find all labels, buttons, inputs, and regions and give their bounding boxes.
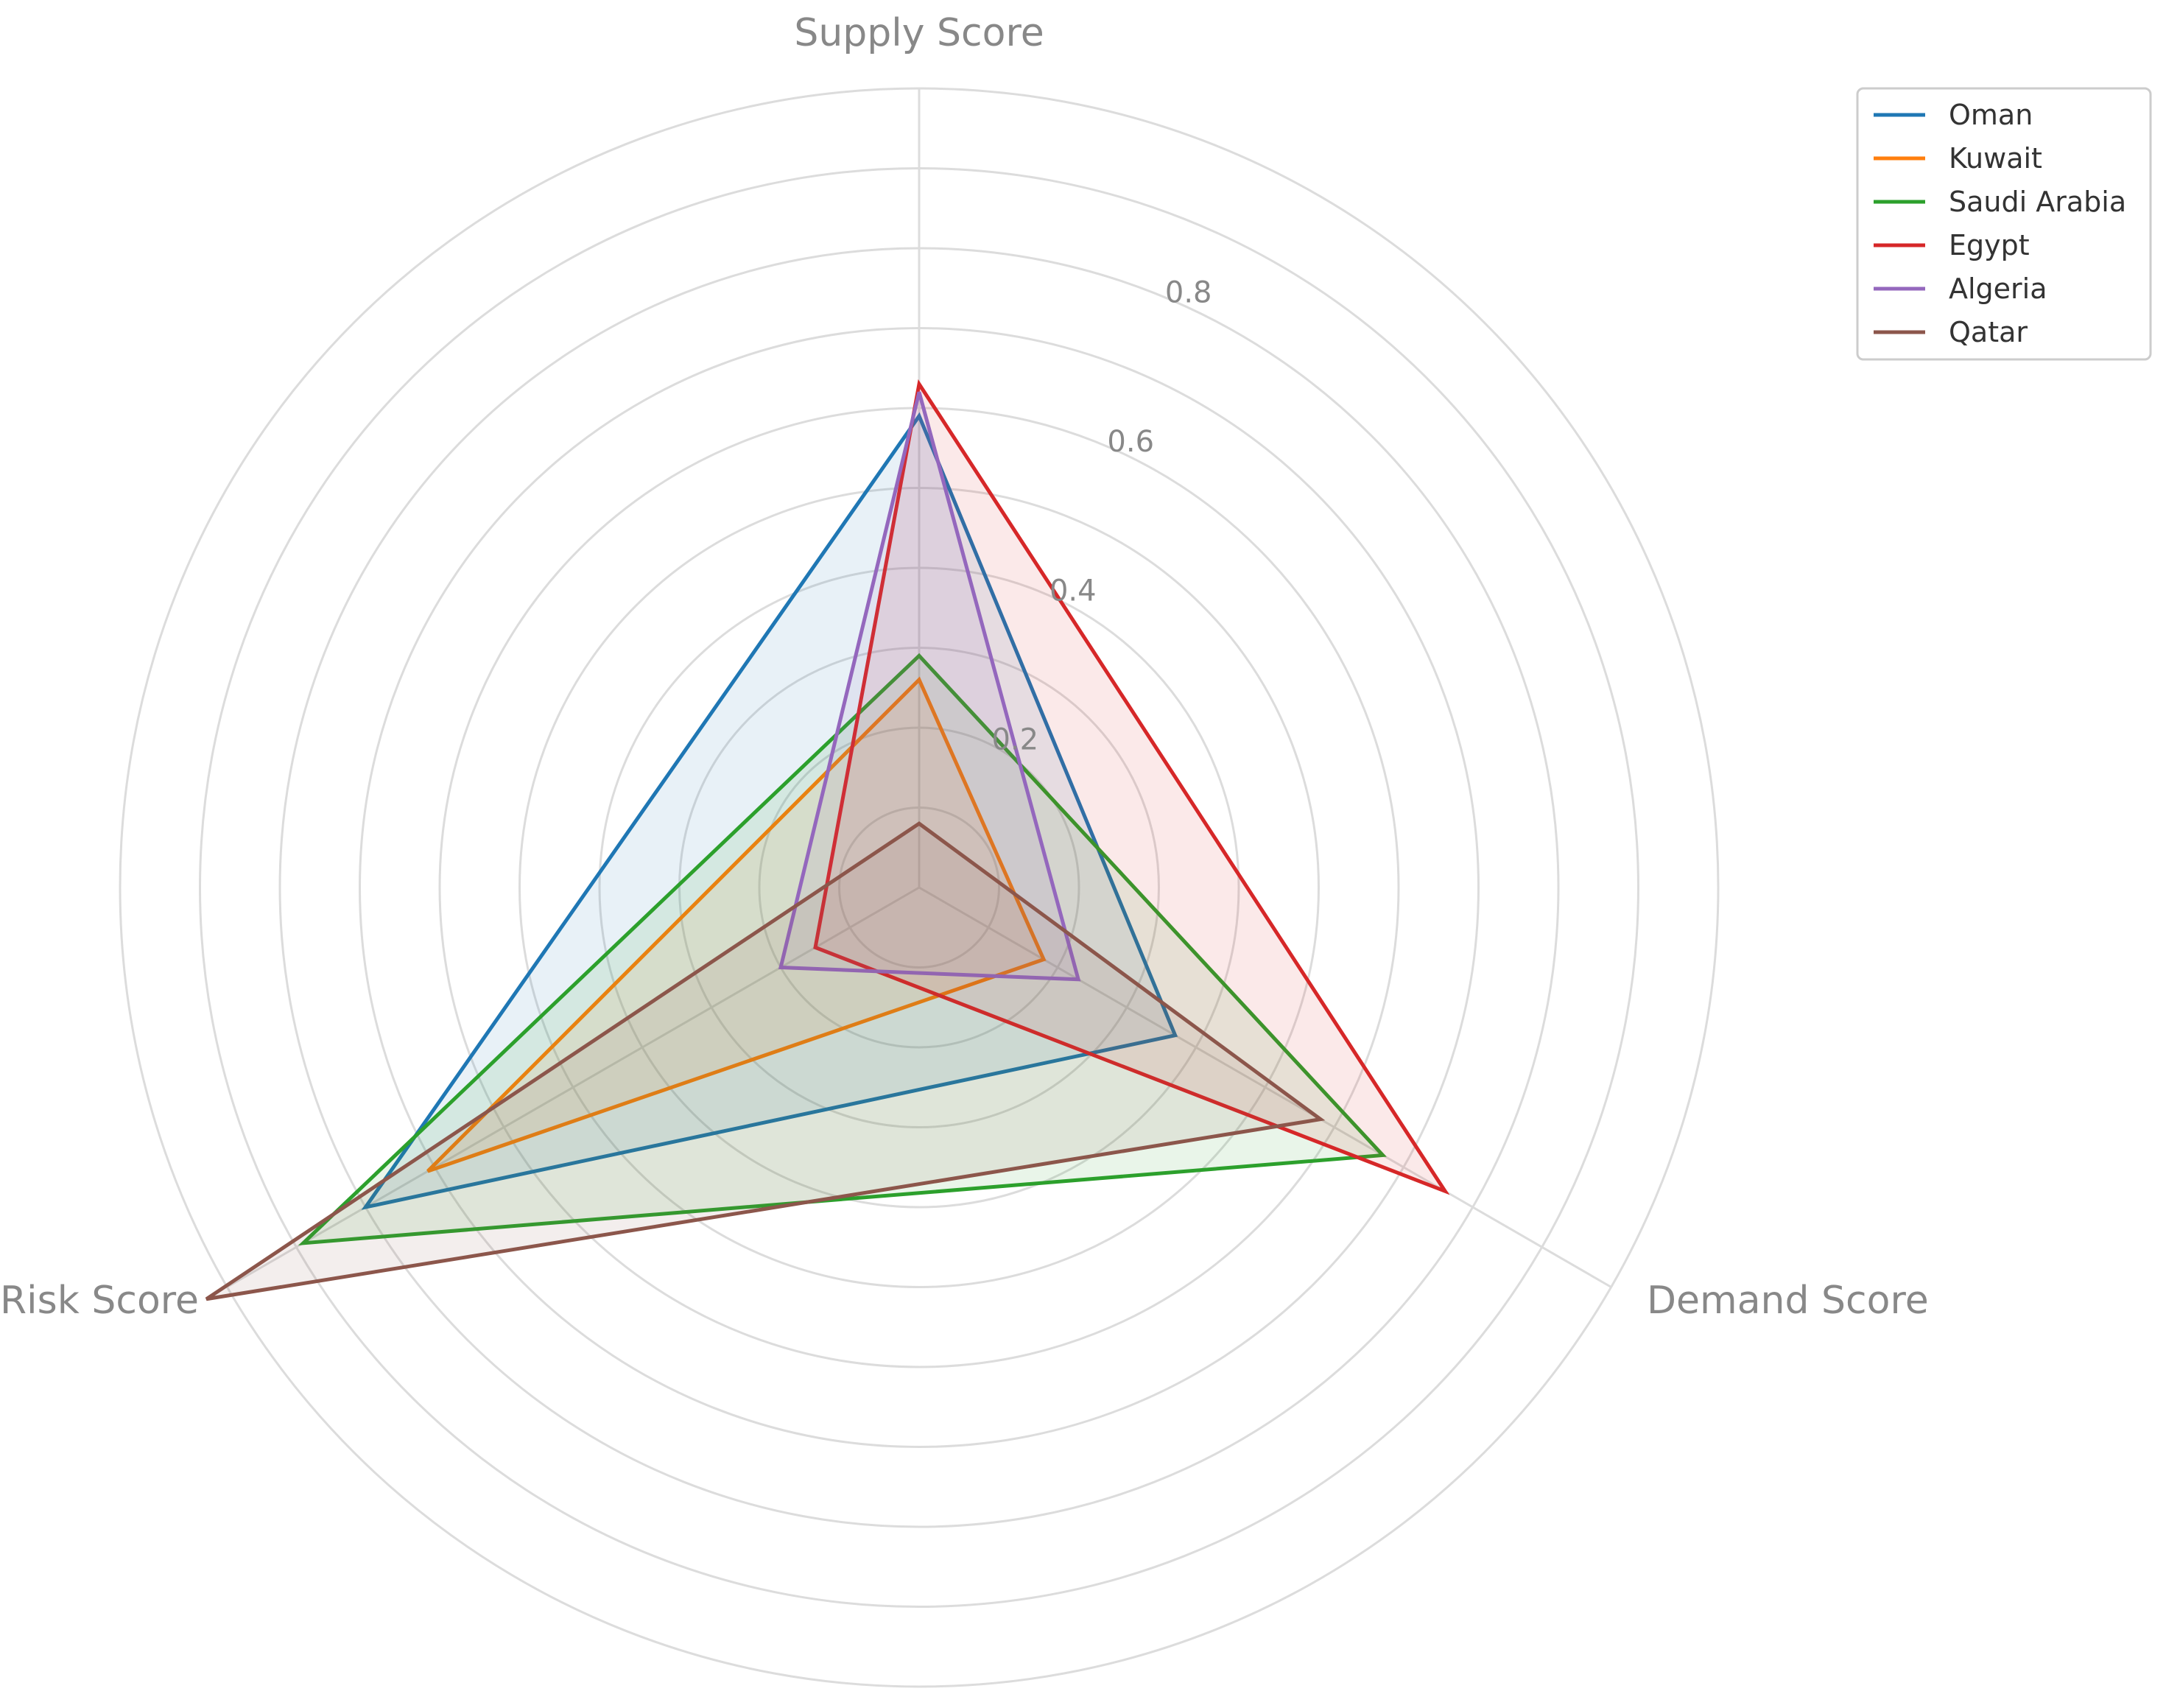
series bbox=[205, 379, 1450, 1301]
series-fill bbox=[206, 823, 1321, 1299]
series-fill bbox=[303, 656, 1383, 1243]
series-line bbox=[426, 676, 1047, 1173]
axis-label: Risk Score bbox=[0, 1279, 199, 1323]
grid bbox=[119, 87, 1720, 1688]
series-fill bbox=[781, 392, 1079, 980]
radial-tick-label: 0.8 bbox=[1165, 276, 1212, 310]
series-line bbox=[298, 653, 1387, 1245]
series-line bbox=[813, 379, 1450, 1195]
axis-spoke bbox=[918, 886, 1612, 1288]
radial-tick-label: 0.2 bbox=[991, 723, 1038, 757]
axis-label: Demand Score bbox=[1647, 1279, 1929, 1323]
axis-spoke bbox=[226, 886, 920, 1288]
legend-label[interactable]: Qatar bbox=[1949, 316, 2028, 348]
legend-label[interactable]: Kuwait bbox=[1949, 142, 2042, 175]
series-line bbox=[778, 391, 1081, 982]
legend-label[interactable]: Saudi Arabia bbox=[1949, 186, 2126, 218]
labels: 0.2 0.4 0.6 0.8 Supply Score Demand Score Risk… bbox=[0, 11, 1929, 1323]
radial-tick-label: 0.6 bbox=[1107, 425, 1154, 459]
legend-box bbox=[1856, 87, 2152, 361]
axis-label: Supply Score bbox=[794, 11, 1044, 55]
series-line bbox=[361, 412, 1178, 1210]
legend-label[interactable]: Oman bbox=[1949, 99, 2033, 131]
legend[interactable]: Oman Kuwait Saudi Arabia Egypt Algeria Qatar bbox=[1856, 87, 2152, 361]
legend-label[interactable]: Egypt bbox=[1949, 229, 2030, 261]
radial-tick-label: 0.4 bbox=[1049, 574, 1097, 608]
series-line bbox=[205, 821, 1326, 1301]
legend-label[interactable]: Algeria bbox=[1949, 273, 2047, 305]
